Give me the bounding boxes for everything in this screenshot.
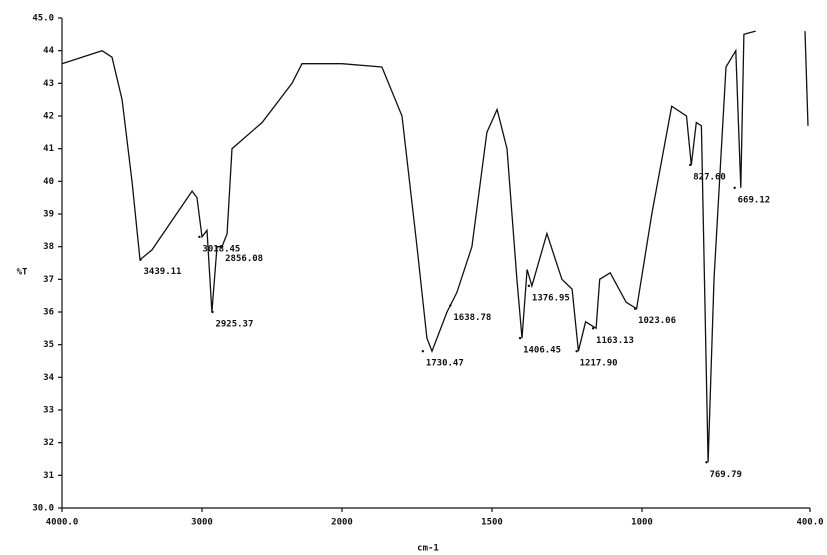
y-tick-label: 33	[43, 406, 54, 416]
peak-label: 827.60	[693, 173, 726, 183]
peak-marker	[421, 350, 425, 353]
x-tick-label: 4000.0	[46, 518, 79, 528]
y-tick-label: 36	[43, 308, 54, 318]
x-tick-label: 1000	[631, 518, 653, 528]
peak-marker	[220, 245, 224, 248]
peak-label: 1217.90	[580, 359, 618, 369]
y-tick-label: 44	[43, 46, 54, 56]
y-tick-label: 45.0	[32, 14, 54, 24]
y-tick-label: 34	[43, 373, 54, 383]
peak-marker	[449, 304, 452, 307]
y-tick-label: 41	[43, 144, 54, 154]
peak-label: 669.12	[738, 195, 771, 205]
y-tick-label: 38	[43, 242, 54, 252]
peak-label: 3439.11	[144, 267, 182, 277]
y-tick-label: 37	[43, 275, 54, 285]
peak-marker	[211, 310, 214, 314]
peak-marker	[198, 235, 201, 239]
peak-marker	[518, 336, 522, 340]
x-axis-label: cm-1	[417, 544, 439, 554]
spectrum-line	[61, 30, 809, 463]
peak-label: 1406.45	[523, 346, 561, 356]
peak-label: 2925.37	[215, 320, 253, 330]
peak-label: 1376.95	[532, 293, 570, 303]
y-tick-label: 30.0	[32, 504, 54, 514]
x-tick-label: 1500	[481, 518, 503, 528]
peak-marker	[733, 186, 736, 190]
y-tick-label: 42	[43, 112, 54, 122]
peak-marker	[633, 307, 637, 310]
peak-marker	[705, 461, 708, 464]
peak-label: 1023.06	[638, 316, 676, 326]
peak-marker	[575, 350, 578, 353]
peak-label: 769.79	[709, 470, 742, 480]
peak-label: 1638.78	[453, 313, 491, 323]
y-tick-label: 40	[43, 177, 54, 187]
peak-marker	[527, 284, 531, 288]
y-tick-label: 32	[43, 438, 54, 448]
y-tick-label: 31	[43, 471, 54, 481]
x-tick-label: 400.0	[796, 518, 823, 528]
peak-label: 3018.45	[202, 244, 240, 254]
y-axis-label: %T	[17, 268, 28, 278]
peak-label: 1163.13	[596, 336, 634, 346]
y-tick-label: 39	[43, 210, 54, 220]
peak-marker	[689, 163, 692, 167]
y-tick-label: 35	[43, 340, 54, 350]
peak-marker	[139, 258, 142, 261]
x-tick-label: 2000	[331, 518, 353, 528]
peak-label: 1730.47	[426, 359, 464, 369]
x-tick-label: 3000	[191, 518, 213, 528]
y-tick-label: 43	[43, 79, 54, 89]
peak-label: 2856.08	[225, 254, 263, 264]
peak-marker	[591, 327, 595, 330]
